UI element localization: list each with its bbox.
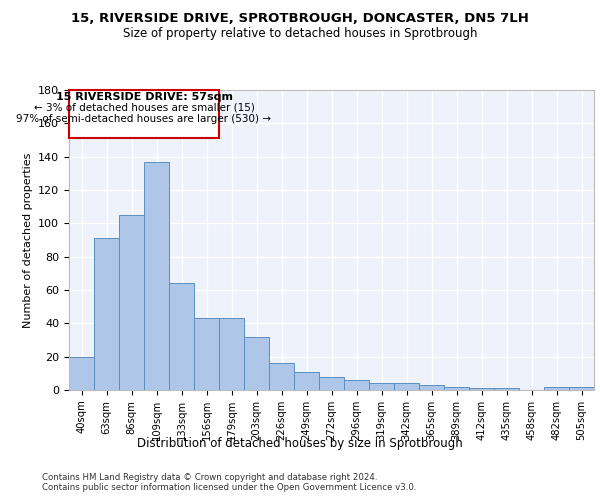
Bar xyxy=(419,385,444,390)
Bar xyxy=(94,238,119,390)
Bar xyxy=(569,386,594,390)
Bar xyxy=(369,384,394,390)
Text: Contains public sector information licensed under the Open Government Licence v3: Contains public sector information licen… xyxy=(42,484,416,492)
Text: 15 RIVERSIDE DRIVE: 57sqm: 15 RIVERSIDE DRIVE: 57sqm xyxy=(56,92,233,102)
Y-axis label: Number of detached properties: Number of detached properties xyxy=(23,152,32,328)
Bar xyxy=(319,376,344,390)
Bar xyxy=(494,388,519,390)
Bar xyxy=(544,386,569,390)
Bar xyxy=(169,284,194,390)
Bar xyxy=(394,384,419,390)
Bar xyxy=(144,162,169,390)
Bar xyxy=(469,388,494,390)
Bar xyxy=(69,356,94,390)
Bar xyxy=(294,372,319,390)
Text: 97% of semi-detached houses are larger (530) →: 97% of semi-detached houses are larger (… xyxy=(17,114,271,124)
Bar xyxy=(444,386,469,390)
Bar xyxy=(219,318,244,390)
Text: ← 3% of detached houses are smaller (15): ← 3% of detached houses are smaller (15) xyxy=(34,102,254,113)
Bar xyxy=(119,215,144,390)
Bar xyxy=(244,336,269,390)
Bar xyxy=(344,380,369,390)
Text: 15, RIVERSIDE DRIVE, SPROTBROUGH, DONCASTER, DN5 7LH: 15, RIVERSIDE DRIVE, SPROTBROUGH, DONCAS… xyxy=(71,12,529,26)
Text: Contains HM Land Registry data © Crown copyright and database right 2024.: Contains HM Land Registry data © Crown c… xyxy=(42,472,377,482)
Text: Size of property relative to detached houses in Sprotbrough: Size of property relative to detached ho… xyxy=(123,28,477,40)
Text: Distribution of detached houses by size in Sprotbrough: Distribution of detached houses by size … xyxy=(137,438,463,450)
Bar xyxy=(269,364,294,390)
Bar xyxy=(194,318,219,390)
FancyBboxPatch shape xyxy=(69,90,219,138)
